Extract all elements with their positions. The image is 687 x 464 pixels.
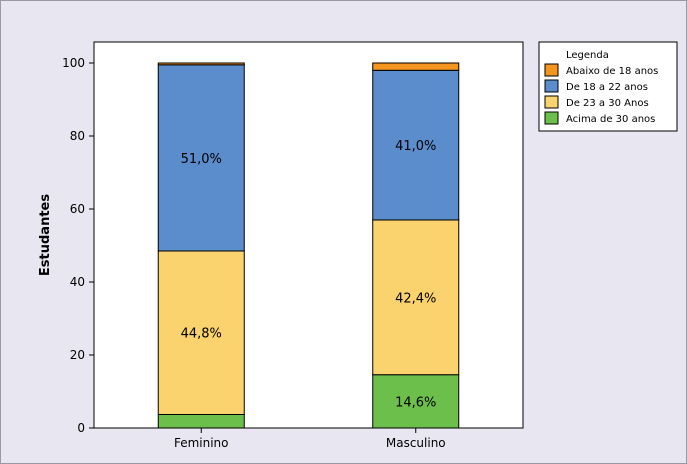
legend-entry: De 18 a 22 anos	[566, 82, 648, 93]
bar-segment	[157, 413, 245, 429]
x-tick-label: Masculino	[386, 436, 446, 450]
y-tick-label: 100	[62, 56, 85, 70]
legend-entry: Abaixo de 18 anos	[566, 66, 658, 77]
bar-segment	[372, 62, 460, 71]
bar-segment	[372, 374, 460, 429]
y-axis: 0 20 40 60 80 100	[62, 56, 94, 435]
y-tick-label: 60	[70, 202, 85, 216]
bar-segment	[157, 62, 245, 66]
legend-box	[538, 41, 678, 132]
x-tick-label: Feminino	[174, 436, 229, 450]
data-label: 41,0%	[395, 139, 436, 154]
bar-segment	[157, 64, 245, 252]
legend: Legenda Abaixo de 18 anos De 18 a 22 anos…	[538, 41, 678, 132]
y-axis-label: Estudantes	[38, 194, 53, 276]
legend-entry: Acima de 30 anos	[566, 114, 655, 125]
data-label: 51,0%	[181, 152, 222, 167]
y-tick-label: 40	[70, 275, 85, 289]
legend-swatch	[544, 63, 559, 77]
bars: 44,8% 51,0% 14,6% 42,4% 41,0%	[157, 62, 460, 429]
legend-swatch	[544, 111, 559, 125]
data-label: 42,4%	[395, 291, 436, 306]
x-axis: Feminino Masculino	[174, 428, 446, 450]
y-tick-label: 20	[70, 348, 85, 362]
y-tick-label: 80	[70, 129, 85, 143]
legend-swatch	[544, 79, 559, 93]
legend-title: Legenda	[566, 50, 609, 61]
y-tick-label: 0	[77, 421, 85, 435]
bar-segment	[157, 250, 245, 415]
data-label: 44,8%	[181, 327, 222, 342]
legend-swatch	[544, 95, 559, 109]
legend-entry: De 23 a 30 Anos	[566, 98, 649, 109]
data-label: 14,6%	[395, 395, 436, 410]
